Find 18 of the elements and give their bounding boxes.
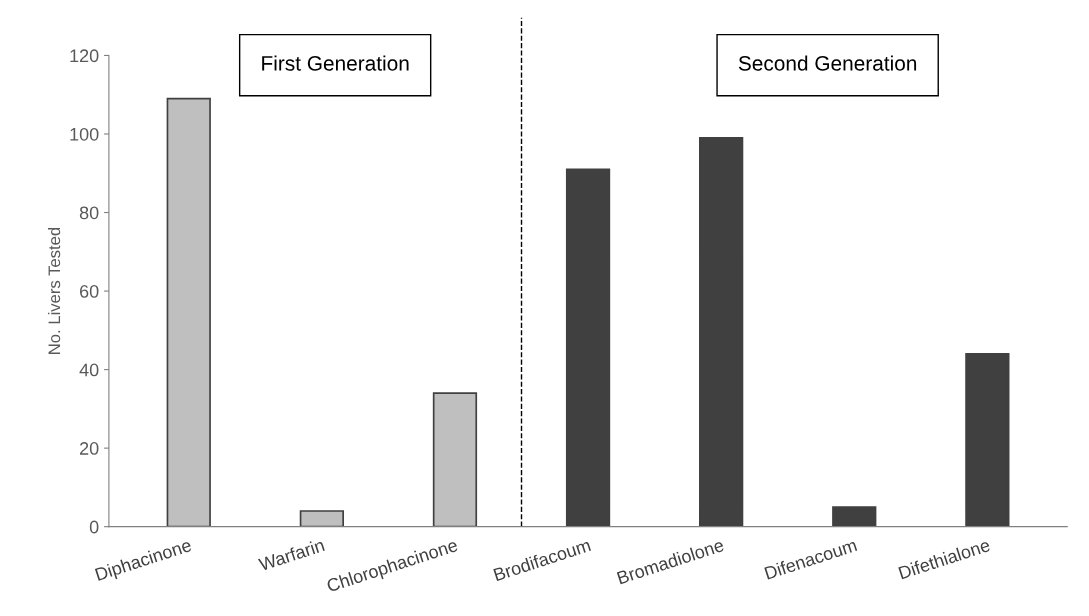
y-tick-label: 120 (70, 49, 99, 63)
annotation: First Generation (262, 55, 409, 71)
x-tick-label: Warfarin (257, 538, 325, 572)
y-tick-label: 40 (79, 363, 99, 377)
bar (965, 353, 1010, 527)
bar (832, 506, 877, 527)
bar (699, 137, 744, 527)
y-tick-label: 20 (80, 442, 99, 455)
bar (299, 510, 344, 527)
y-tick-label: 80 (79, 206, 99, 220)
bar (432, 392, 478, 527)
y-tick-label: 60 (80, 284, 99, 298)
y-tick-label: 100 (70, 127, 99, 141)
bar (565, 168, 611, 527)
y-tick-label: 0 (89, 520, 99, 534)
bar (166, 97, 211, 527)
annotation: Second Generation (738, 55, 917, 71)
y-axis-title: No. Livers Tested (47, 227, 61, 354)
